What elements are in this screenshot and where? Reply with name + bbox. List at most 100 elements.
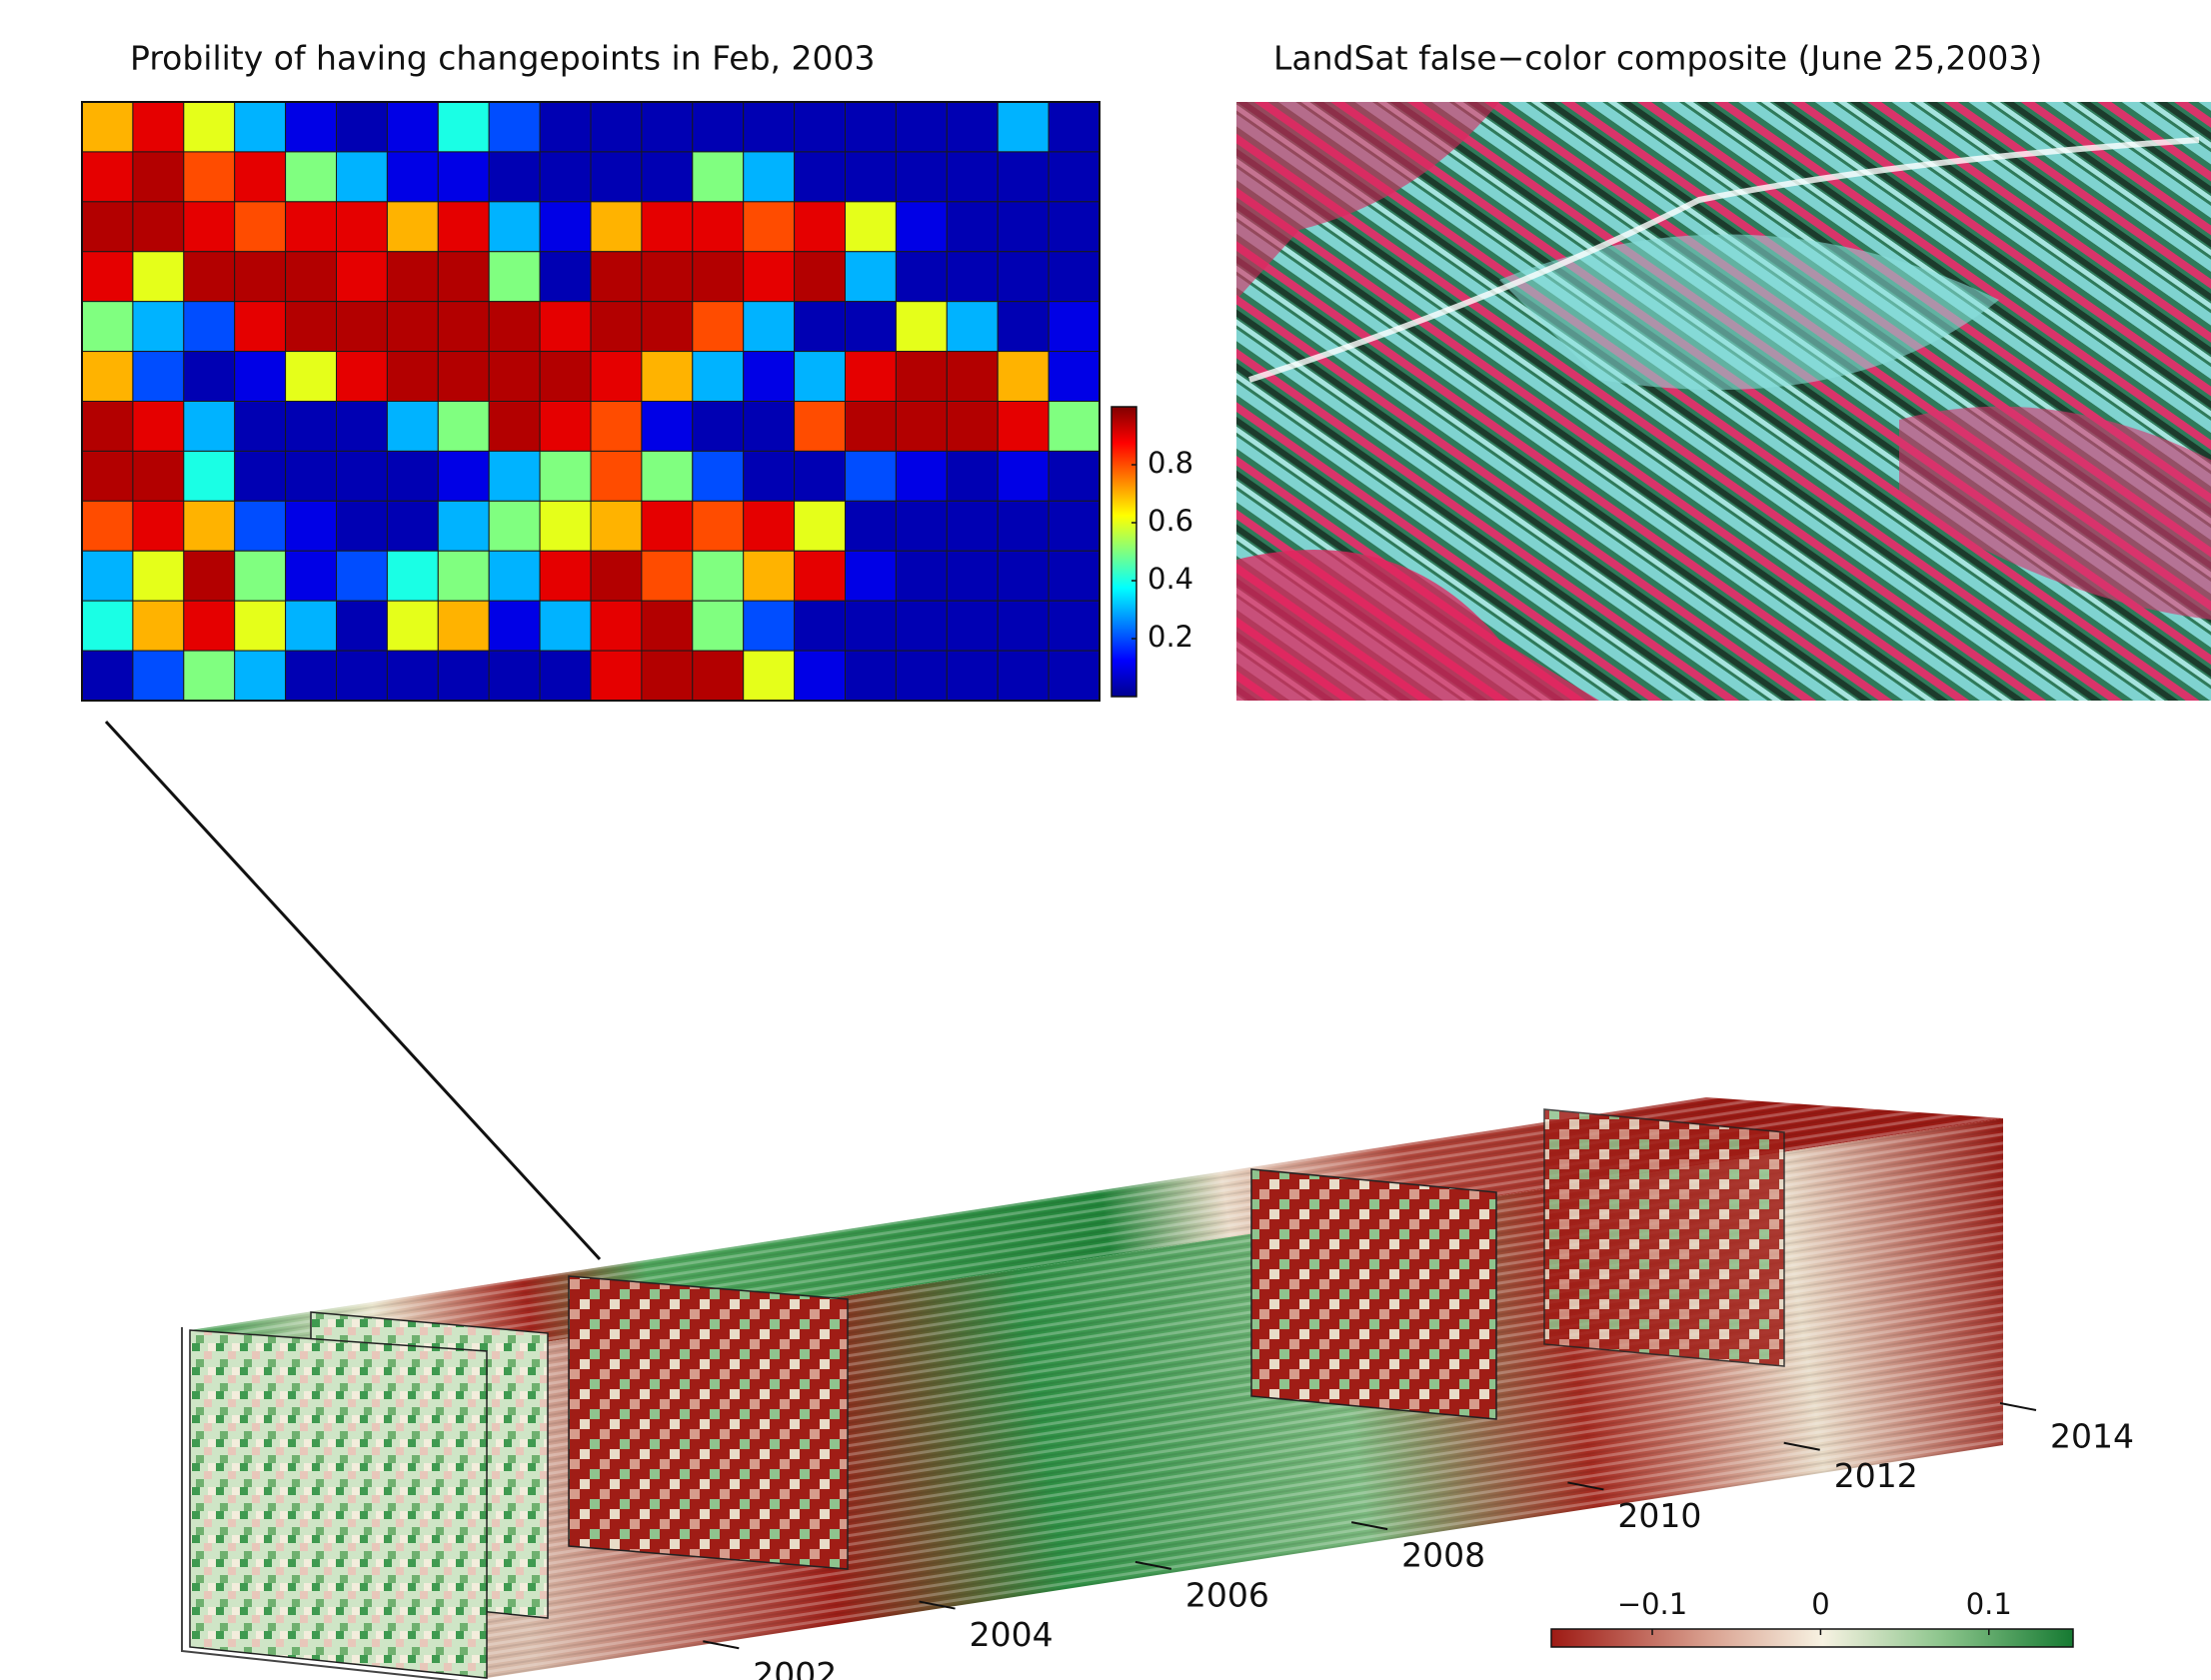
heatmap-cell: [489, 651, 540, 701]
heatmap-cell: [286, 202, 337, 252]
cube-slice: [569, 1276, 848, 1569]
heatmap-cell: [947, 651, 998, 701]
heatmap-cell: [795, 402, 846, 452]
heatmap-cell: [337, 202, 388, 252]
heatmap-cell: [387, 551, 438, 601]
heatmap-cell: [184, 152, 235, 202]
heatmap-cell: [744, 302, 795, 352]
heatmap-cell: [184, 252, 235, 302]
heatmap-cell: [846, 451, 897, 501]
heatmap-cell: [591, 352, 642, 402]
heatmap-cell: [286, 252, 337, 302]
heatmap-cell: [540, 102, 591, 152]
heatmap-cell: [235, 451, 286, 501]
heatmap-cell: [337, 402, 388, 452]
heatmap-cell: [998, 451, 1049, 501]
heatmap-cell: [235, 501, 286, 551]
year-label: 2004: [970, 1615, 1054, 1654]
heatmap-cell: [896, 102, 947, 152]
heatmap-cell: [489, 102, 540, 152]
heatmap-cell: [1049, 152, 1100, 202]
heatmap-cell: [693, 102, 744, 152]
heatmap-cell: [744, 402, 795, 452]
heatmap-cell: [337, 551, 388, 601]
figure: Probility of having changepoints in Feb,…: [0, 0, 2211, 1680]
heatmap-cell: [184, 601, 235, 651]
heatmap-cell: [693, 601, 744, 651]
heatmap-cell: [489, 252, 540, 302]
heatmap-cell: [286, 551, 337, 601]
heatmap-cell: [998, 501, 1049, 551]
year-label: 2014: [2050, 1417, 2134, 1456]
heatmap-cell: [947, 601, 998, 651]
heatmap-cell: [133, 651, 184, 701]
heatmap-cell: [235, 202, 286, 252]
heatmap-cell: [896, 152, 947, 202]
heatmap-cell: [795, 501, 846, 551]
heatmap-cell: [795, 202, 846, 252]
heatmap-cell: [693, 302, 744, 352]
heatmap-cell: [1049, 402, 1100, 452]
heatmap-cell: [998, 202, 1049, 252]
heatmap-cell: [82, 402, 133, 452]
heatmap-cell: [438, 451, 489, 501]
heatmap-cell: [896, 202, 947, 252]
heatmap-cell: [82, 352, 133, 402]
heatmap-cell: [947, 501, 998, 551]
heatmap-cell: [489, 202, 540, 252]
heatmap-cell: [438, 551, 489, 601]
heatmap-cell: [387, 651, 438, 701]
heatmap-cell: [693, 501, 744, 551]
heatmap-cell: [846, 352, 897, 402]
heatmap-cell: [947, 551, 998, 601]
colorbar-tick-label: 0.8: [1147, 446, 1193, 480]
heatmap-cell: [1049, 501, 1100, 551]
heatmap-cell: [235, 402, 286, 452]
heatmap-cell: [998, 302, 1049, 352]
heatmap-cell: [1049, 601, 1100, 651]
heatmap-cell: [387, 202, 438, 252]
heatmap-cell: [489, 601, 540, 651]
heatmap-cell: [947, 252, 998, 302]
heatmap-cell: [82, 451, 133, 501]
heatmap-cell: [744, 152, 795, 202]
heatmap-cell: [438, 302, 489, 352]
heatmap-cell: [438, 601, 489, 651]
heatmap-cell: [744, 651, 795, 701]
cube-slice: [1251, 1169, 1496, 1419]
year-tick: [2000, 1403, 2036, 1410]
heatmap-cell: [438, 202, 489, 252]
heatmap-cell: [591, 451, 642, 501]
heatmap-cell: [846, 501, 897, 551]
heatmap-cell: [286, 102, 337, 152]
heatmap-cell: [693, 651, 744, 701]
colorbar-tick-label: 0.2: [1147, 620, 1193, 654]
heatmap-cell: [642, 601, 693, 651]
heatmap-cell: [133, 202, 184, 252]
heatmap-cell: [947, 102, 998, 152]
heatmap-cell: [591, 501, 642, 551]
year-label: 2002: [753, 1655, 837, 1680]
heatmap-cell: [133, 152, 184, 202]
heatmap-cell: [235, 252, 286, 302]
heatmap-cell: [998, 551, 1049, 601]
heatmap-cell: [337, 102, 388, 152]
heatmap-cell: [744, 252, 795, 302]
heatmap-cell: [540, 651, 591, 701]
heatmap-cell: [591, 152, 642, 202]
heatmap-cell: [642, 252, 693, 302]
heatmap-cell: [133, 501, 184, 551]
heatmap-cell: [387, 152, 438, 202]
heatmap-cell: [184, 501, 235, 551]
year-tick: [703, 1641, 739, 1648]
heatmap-cell: [540, 601, 591, 651]
heatmap-cell: [540, 202, 591, 252]
heatmap-cell: [795, 551, 846, 601]
heatmap-cell: [846, 402, 897, 452]
heatmap-cell: [795, 102, 846, 152]
heatmap-cell: [387, 501, 438, 551]
heatmap-cell: [489, 451, 540, 501]
heatmap-cell: [896, 551, 947, 601]
heatmap-cell: [642, 451, 693, 501]
year-label: 2008: [1401, 1536, 1485, 1575]
